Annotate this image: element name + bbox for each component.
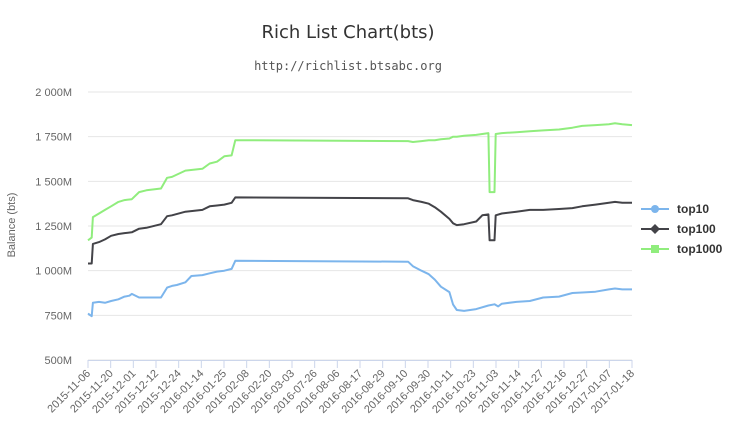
chart-title: Rich List Chart(bts) bbox=[261, 22, 434, 43]
y-axis-label: Balance (bts) bbox=[6, 193, 18, 258]
series-line-top1000 bbox=[87, 122, 633, 242]
y-tick-label: 1 250M bbox=[35, 221, 72, 233]
y-axis-ticks: 500M 750M 1 000M 1 250M 1 500M 1 750M 2 000M bbox=[35, 87, 72, 367]
legend-label: top100 bbox=[677, 222, 716, 236]
series-line-top100 bbox=[88, 196, 632, 265]
y-tick-label: 2 000M bbox=[35, 87, 72, 99]
y-tick-label: 1 750M bbox=[35, 132, 72, 144]
circle-marker-icon bbox=[651, 205, 659, 213]
y-tick-label: 750M bbox=[44, 310, 72, 322]
series-lines bbox=[87, 122, 633, 318]
legend-item-top100[interactable]: top100 bbox=[641, 222, 716, 236]
y-tick-label: 1 500M bbox=[35, 176, 72, 188]
chart-subtitle: http://richlist.btsabc.org bbox=[254, 59, 442, 73]
legend-label: top10 bbox=[677, 202, 709, 216]
square-marker-icon bbox=[651, 245, 659, 253]
legend-item-top10[interactable]: top10 bbox=[641, 202, 709, 216]
legend-label: top1000 bbox=[677, 242, 723, 256]
x-axis-ticks: 2015-11-062015-11-202015-12-012015-12-12… bbox=[45, 360, 637, 416]
legend-item-top1000[interactable]: top1000 bbox=[641, 242, 723, 256]
legend[interactable]: top10 top100 top1000 bbox=[641, 202, 723, 256]
series-line-top10 bbox=[87, 259, 632, 318]
y-tick-label: 1 000M bbox=[35, 266, 72, 278]
diamond-marker-icon bbox=[650, 224, 660, 234]
grid bbox=[88, 91, 632, 361]
y-tick-label: 500M bbox=[44, 355, 72, 367]
